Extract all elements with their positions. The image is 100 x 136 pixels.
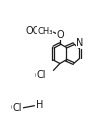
Text: O: O: [56, 30, 64, 40]
Text: Cl: Cl: [11, 103, 20, 113]
Text: Cl: Cl: [35, 71, 44, 81]
Text: OCH₃: OCH₃: [26, 26, 52, 36]
Text: H: H: [37, 100, 44, 110]
Text: N: N: [76, 38, 84, 48]
Text: N: N: [76, 38, 84, 48]
Text: Cl: Cl: [37, 70, 46, 80]
Text: Cl: Cl: [13, 103, 22, 113]
Text: CH₃: CH₃: [38, 27, 53, 35]
Text: H: H: [36, 100, 43, 110]
